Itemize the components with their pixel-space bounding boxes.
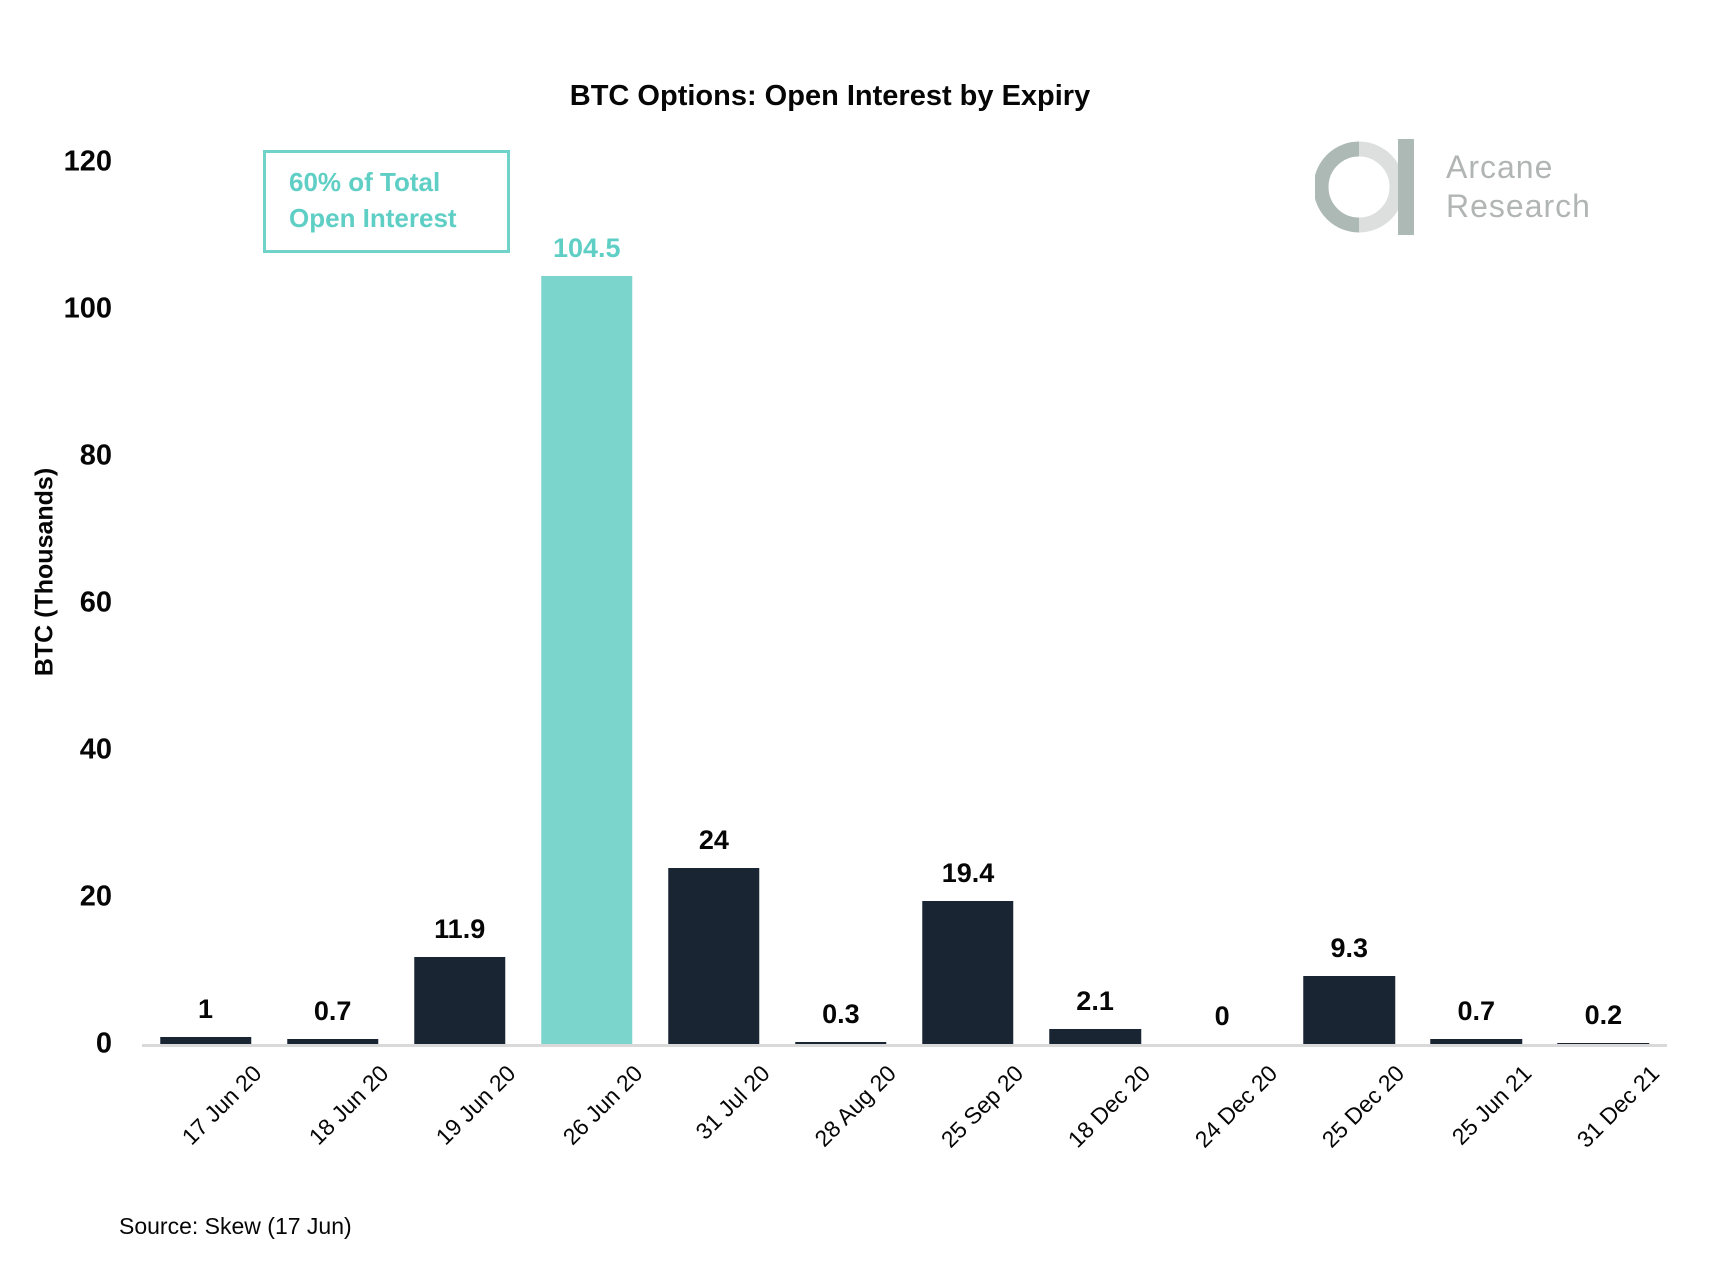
x-axis-tick-label: 17 Jun 20 [176,1060,266,1150]
bar [795,1041,887,1044]
highlighted-bar [541,275,633,1044]
y-axis-title: BTC (Thousands) [30,467,59,677]
bar-value-label: 0.2 [1584,999,1623,1030]
x-axis-tick-label: 18 Jun 20 [303,1060,394,1150]
bar [1557,1042,1650,1044]
bar [413,956,506,1044]
bar-cell: 0 24 Dec 20 [1159,162,1286,1153]
chart-title: BTC Options: Open Interest by Expiry [569,80,1091,112]
plot-area: 0 20 40 60 80 100 120 1 17 Jun 20 0.7 18 Jun 20 11… [64,146,1667,1153]
bar-value-label: 0 [1214,1001,1230,1031]
x-axis-tick-label: 25 Jun 21 [1446,1060,1537,1150]
annotation-line-1: 60% of Total [289,167,441,197]
x-axis-tick-label: 18 Dec 20 [1062,1060,1156,1153]
arcane-a-logo-icon [1315,139,1414,235]
bar-series: 1 17 Jun 20 0.7 18 Jun 20 11.9 19 Jun 20 104.5… [142,162,1667,1153]
source-caption: Source: Skew (17 Jun) [119,1213,352,1239]
bar-cell: 0.3 28 Aug 20 [777,162,904,1152]
bar-value-label: 19.4 [941,858,995,889]
bar-value-label: 9.3 [1330,932,1369,963]
annotation-line-2: Open Interest [289,203,457,233]
y-axis-tick-label: 120 [63,145,112,178]
bar-value-label: 0.7 [313,995,352,1026]
bar-value-label: 0.7 [1457,995,1496,1026]
y-axis-tick-label: 80 [79,439,112,472]
y-axis-tick-label: 40 [79,733,112,766]
bar-cell: 24 31 Jul 20 [650,162,777,1144]
logo-word-research: Research [1446,188,1591,224]
y-axis-tick-label: 60 [79,586,112,619]
bar [1049,1028,1141,1044]
bar-value-label: 2.1 [1076,985,1114,1016]
x-axis-tick-label: 31 Dec 21 [1571,1060,1664,1153]
logo-word-arcane: Arcane [1446,149,1554,185]
bar-value-label: 1 [198,993,214,1024]
bar-value-label: 104.5 [552,232,621,263]
x-axis-tick-label: 28 Aug 20 [809,1060,902,1152]
logo-wordmark: Arcane Research [1446,148,1591,226]
bar-cell: 2.1 18 Dec 20 [1032,162,1159,1153]
x-axis-tick-label: 26 Jun 20 [557,1060,648,1150]
y-axis-tick-label: 100 [63,292,112,325]
bar-cell: 0.7 18 Jun 20 [269,162,396,1150]
bar-cell: 11.9 19 Jun 20 [396,162,523,1150]
bar-cell: 0.7 25 Jun 21 [1413,162,1540,1150]
annotation-callout-box: 60% of Total Open Interest [263,150,510,253]
bar [159,1036,252,1044]
y-axis-tick-label: 20 [79,880,112,913]
x-axis-tick-label: 31 Jul 20 [689,1060,775,1145]
bar [286,1038,379,1044]
bar [922,901,1014,1044]
bar-cell: 9.3 25 Dec 20 [1286,162,1413,1153]
bar-cell: 1 17 Jun 20 [142,162,269,1150]
arcane-research-logo: Arcane Research [1315,139,1591,235]
bar [668,867,760,1044]
x-axis-tick-label: 19 Jun 20 [430,1060,521,1150]
bar-cell: 104.5 26 Jun 20 [523,162,650,1150]
bar [1303,975,1395,1044]
bar-cell: 0.2 31 Dec 21 [1540,162,1667,1153]
x-axis-tick-label: 25 Sep 20 [935,1060,1029,1153]
bar-value-label: 24 [698,824,729,855]
x-axis-tick-label: 24 Dec 20 [1190,1060,1283,1153]
bar [1430,1038,1523,1044]
y-axis-tick-label: 0 [95,1027,112,1060]
bar-cell: 19.4 25 Sep 20 [904,162,1031,1153]
bar-value-label: 11.9 [434,913,486,944]
x-axis-tick-label: 25 Dec 20 [1317,1060,1410,1153]
bar-value-label: 0.3 [822,998,860,1029]
